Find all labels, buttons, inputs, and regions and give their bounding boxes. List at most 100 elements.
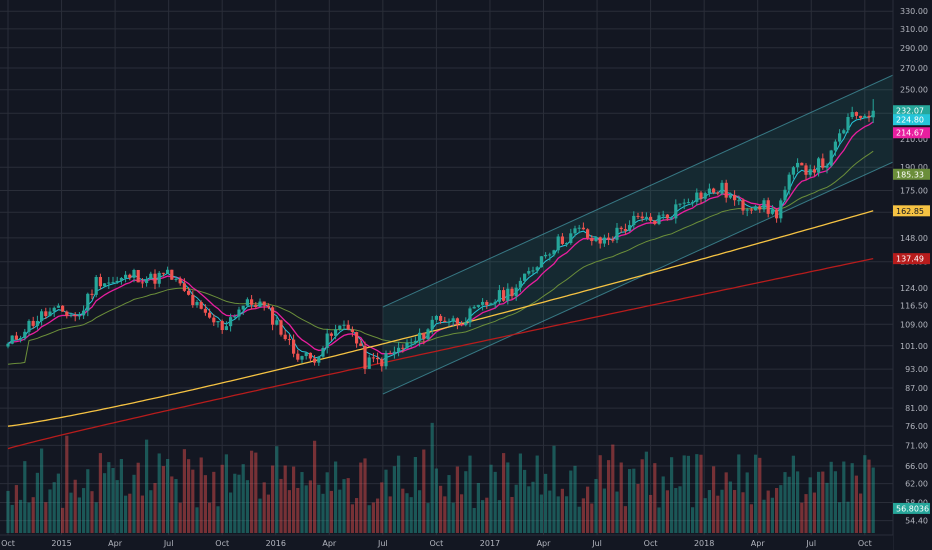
candle-body: [842, 130, 846, 134]
price-tick-label: 109.00: [900, 320, 928, 329]
candle-body: [821, 158, 825, 168]
candle-body: [867, 115, 871, 118]
candle-body: [598, 237, 602, 244]
price-tick-label: 210.00: [900, 135, 928, 144]
candle-body: [682, 202, 686, 204]
volume-bar: [838, 502, 842, 533]
volume-bar: [346, 478, 350, 533]
candle-body: [384, 353, 388, 367]
volume-bar: [321, 493, 325, 533]
price-tag-box: [893, 127, 930, 139]
price-tick-label: 81.00: [905, 404, 928, 413]
volume-bar: [733, 490, 737, 533]
volume-bar: [859, 493, 863, 533]
volume-bar: [413, 457, 417, 533]
volume-bar: [707, 490, 711, 533]
candle-body: [376, 357, 380, 360]
candle-body: [31, 320, 35, 326]
candle-body: [451, 318, 455, 322]
candle-body: [132, 269, 136, 278]
candle-body: [800, 162, 804, 166]
volume-bar: [653, 463, 657, 533]
volume-bar: [397, 455, 401, 533]
candle-body: [275, 320, 279, 325]
time-tick-label: Jul: [591, 539, 602, 548]
candle-body: [44, 311, 48, 317]
candle-body: [216, 320, 220, 323]
volume-bar: [548, 490, 552, 533]
volume-bar: [766, 490, 770, 533]
candle-body: [829, 150, 833, 166]
candle-body: [859, 115, 863, 118]
candle-body: [766, 200, 770, 214]
candle-body: [485, 301, 489, 306]
candle-body: [161, 272, 165, 274]
candle-body: [254, 304, 258, 307]
candle-body: [397, 347, 401, 352]
candle-body: [833, 141, 837, 151]
candle-body: [838, 133, 842, 142]
candle-body: [846, 116, 850, 131]
volume-bar: [52, 482, 56, 533]
volume-bar: [304, 485, 308, 533]
volume-bar: [728, 481, 732, 533]
volume-bar: [195, 507, 199, 533]
volume-bar: [128, 493, 132, 533]
price-tag-label: 232.07: [896, 107, 924, 116]
candle-body: [854, 112, 858, 116]
volume-bar: [527, 486, 531, 533]
price-axis-panel[interactable]: [893, 0, 932, 550]
candle-body: [27, 320, 31, 332]
volume-bar: [40, 448, 44, 533]
candle-body: [241, 305, 245, 310]
volume-bar: [237, 474, 241, 533]
candle-body: [6, 343, 10, 347]
volume-bar: [308, 480, 312, 533]
price-tag-label: 224.80: [896, 116, 924, 125]
time-tick-label: 2015: [51, 539, 71, 548]
volume-bar: [758, 457, 762, 533]
price-tag-label: 214.67: [896, 129, 924, 138]
volume-bar: [783, 472, 787, 533]
volume-bar: [493, 471, 497, 533]
volume-bar: [779, 485, 783, 533]
candle-body: [783, 189, 787, 201]
candle-body: [367, 357, 371, 369]
volume-bar: [817, 471, 821, 533]
candle-body: [145, 279, 149, 284]
candle-body: [258, 301, 262, 307]
candle-body: [300, 356, 304, 360]
volume-bar: [754, 454, 758, 533]
volume-bar: [405, 493, 409, 533]
price-tick-label: 87.00: [905, 384, 928, 393]
volume-bar: [434, 468, 438, 533]
volume-bar: [481, 500, 485, 533]
candle-body: [174, 278, 178, 280]
volume-bar: [401, 488, 405, 533]
candle-body: [271, 307, 275, 325]
channel-upper-line: [382, 74, 894, 308]
candle-body: [636, 215, 640, 217]
volume-bar: [464, 471, 468, 533]
volume-bar: [380, 482, 384, 533]
candle-body: [220, 320, 224, 331]
volume-bar: [850, 463, 854, 533]
volume-bar: [149, 490, 153, 533]
candle-body: [136, 269, 140, 283]
volume-bar: [439, 485, 443, 533]
volume-bar: [552, 445, 556, 533]
volume-bar: [749, 504, 753, 533]
time-axis-panel[interactable]: [0, 535, 893, 550]
candle-body: [804, 165, 808, 175]
candle-body: [208, 312, 212, 318]
volume-bar: [334, 461, 338, 533]
price-tick-label: 290.00: [900, 44, 928, 53]
volume-bar: [296, 487, 300, 533]
volume-bar: [212, 471, 216, 533]
price-tick-label: 62.00: [905, 480, 928, 489]
time-tick-label: Jul: [377, 539, 388, 548]
price-tick-label: 148.00: [900, 234, 928, 243]
volume-bar: [796, 471, 800, 533]
candle-body: [787, 174, 791, 190]
